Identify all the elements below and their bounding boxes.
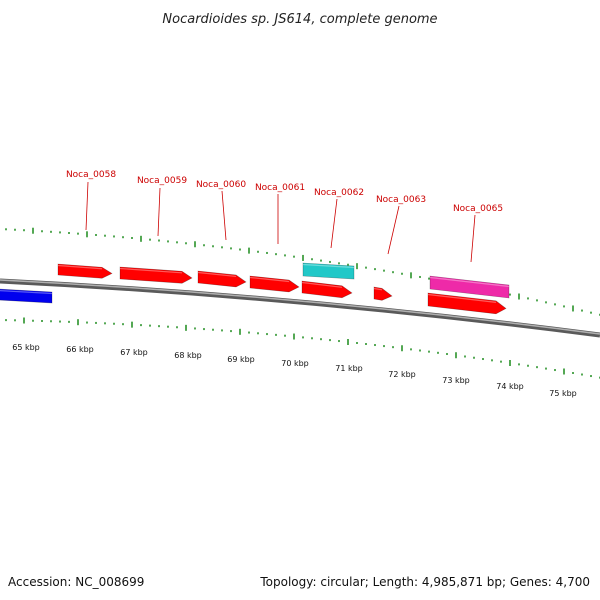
feature-highlight	[373, 287, 383, 291]
feature-cds	[249, 275, 300, 293]
scale-label: 68 kbp	[174, 351, 202, 360]
gene-label-layer: Noca_0058 Noca_0059 Noca_0060 Noca_0061 Noca…	[66, 170, 503, 263]
scale-label: 73 kbp	[442, 376, 470, 385]
gene-leader-line	[85, 181, 89, 231]
gene-label: Noca_0062	[314, 188, 364, 198]
accession-text: Accession: NC_008699	[8, 575, 144, 589]
feature-highlight	[119, 267, 183, 274]
feature-highlight	[429, 276, 510, 288]
feature-highlight	[301, 281, 343, 288]
gene-leader-line	[330, 198, 338, 249]
scale-label: 67 kbp	[120, 348, 148, 357]
feature-cds	[373, 286, 393, 301]
scale-label: 75 kbp	[549, 389, 577, 398]
gene-label: Noca_0058	[66, 170, 116, 180]
feature-highlight	[57, 264, 103, 270]
gene-leader-line	[157, 187, 161, 237]
feature-cds	[119, 266, 193, 284]
feature-cds	[197, 270, 247, 288]
feature-highlight	[249, 276, 290, 283]
gene-label: Noca_0059	[137, 176, 187, 186]
gene-label: Noca_0063	[376, 195, 426, 205]
feature-blue	[0, 288, 53, 304]
genome-backbone	[0, 278, 600, 338]
feature-highlight	[302, 263, 355, 269]
map-title: Nocardioides sp. JS614, complete genome	[162, 12, 437, 27]
gene-leader-line	[221, 190, 227, 241]
scale-label: 74 kbp	[496, 382, 524, 391]
feature-cds	[57, 263, 113, 279]
scale-label: 66 kbp	[66, 345, 94, 354]
scale-label: 71 kbp	[335, 364, 363, 373]
scale-label: 69 kbp	[227, 355, 255, 364]
feature-cyan	[302, 262, 355, 280]
scale-label: 65 kbp	[12, 343, 40, 352]
gene-label: Noca_0065	[453, 204, 503, 214]
gene-label: Noca_0060	[196, 180, 246, 190]
feature-cds	[427, 292, 507, 315]
scale-label: 70 kbp	[281, 359, 309, 368]
scale-label: 72 kbp	[388, 370, 416, 379]
feature-highlight	[197, 271, 237, 278]
feature-highlight	[0, 290, 53, 295]
gene-label: Noca_0061	[255, 183, 305, 193]
scale-label-layer: 65 kbp 66 kbp 67 kbp 68 kbp 69 kbp 70 kbp 71 k…	[12, 343, 577, 398]
feature-layer	[0, 262, 510, 315]
feature-cds	[301, 280, 353, 299]
genome-summary-text: Topology: circular; Length: 4,985,871 bp…	[259, 575, 590, 589]
tick-layer	[5, 227, 600, 379]
gene-leader-line	[470, 214, 476, 263]
feature-magenta	[429, 275, 510, 299]
gene-leader-line	[387, 205, 400, 255]
feature-highlight	[427, 293, 497, 303]
